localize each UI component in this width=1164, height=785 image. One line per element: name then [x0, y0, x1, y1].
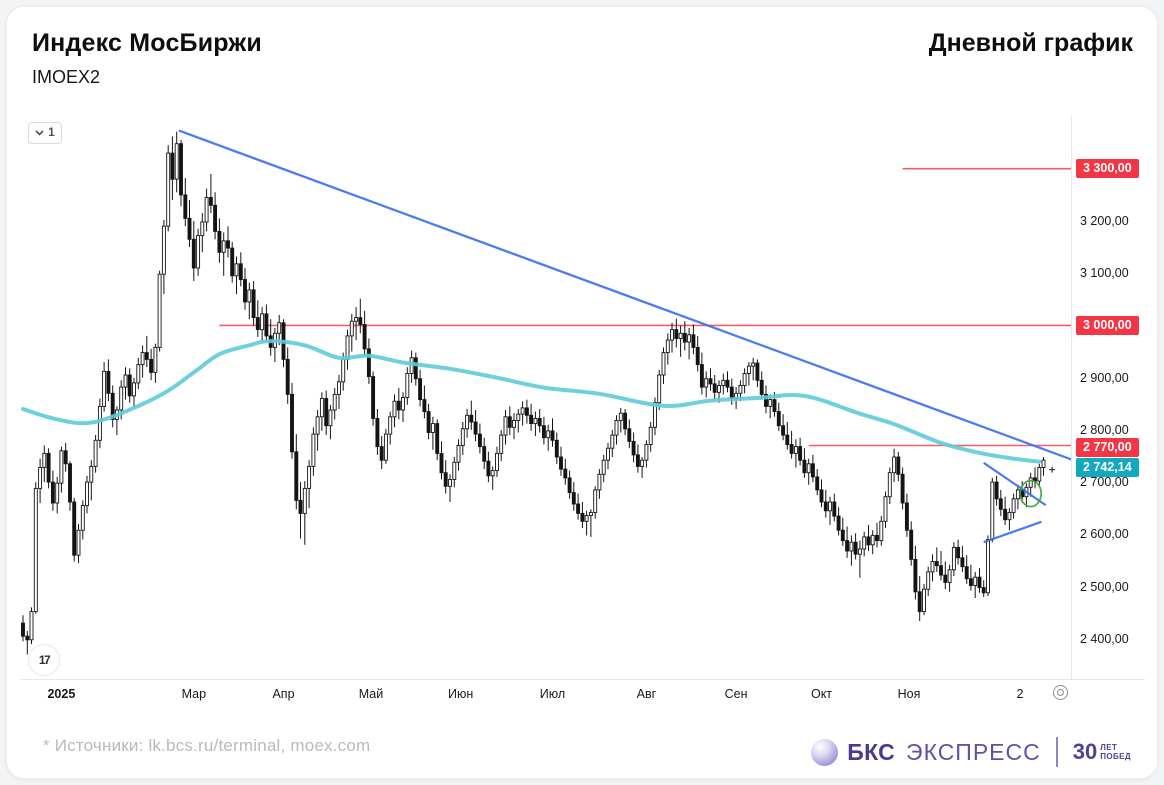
page-title: Индекс МосБиржи — [32, 29, 262, 57]
level-price-badge[interactable]: 3 300,00 — [1076, 159, 1139, 179]
breakout-highlight-circle[interactable] — [1019, 479, 1043, 508]
anniversary-line-2: ПОБЕД — [1100, 752, 1131, 761]
time-axis-label[interactable]: Сен — [724, 687, 748, 701]
price-axis-label: 3 100,00 — [1080, 266, 1129, 281]
time-axis-divider — [21, 679, 1145, 680]
brand-name-bold: БКС — [847, 738, 896, 765]
time-axis-label[interactable]: Июн — [448, 687, 474, 701]
level-price-badge[interactable]: 2 770,00 — [1076, 438, 1139, 457]
brand-logo: БКС ЭКСПРЕСС 30 ЛЕТ ПОБЕД — [811, 729, 1131, 775]
axis-settings-dot — [1057, 689, 1064, 696]
anniversary-line-1: ЛЕТ — [1100, 743, 1118, 752]
price-axis[interactable]: 3 300,00 3 200,00 3 100,00 3 000,00 2 900,00… — [1072, 116, 1159, 679]
chart-plot-area[interactable] — [21, 116, 1071, 679]
timeframe-label: Дневной график — [928, 29, 1133, 57]
time-axis-label[interactable]: Окт — [810, 687, 833, 701]
price-axis-label: 2 600,00 — [1080, 527, 1129, 542]
time-axis-label[interactable]: Ноя — [897, 687, 921, 701]
price-axis-label: 2 900,00 — [1080, 370, 1129, 385]
price-axis-label: 3 200,00 — [1080, 214, 1129, 228]
trendline[interactable] — [178, 129, 1071, 461]
candlestick-chart[interactable] — [21, 116, 1071, 679]
time-axis-label[interactable]: Мар — [181, 687, 207, 701]
moving-average-line[interactable] — [21, 339, 1042, 464]
brand-anniversary: 30 ЛЕТ ПОБЕД — [1073, 739, 1131, 765]
brand-divider — [1055, 737, 1058, 767]
time-axis-label[interactable]: 2 — [1016, 687, 1024, 701]
ticker-label: IMOEX2 — [32, 67, 101, 87]
time-axis-label[interactable]: Авг — [636, 687, 657, 701]
level-price-badge[interactable]: 3 000,00 — [1076, 315, 1139, 335]
chevron-down-icon — [35, 130, 44, 136]
last-price-badge[interactable]: 2 742,14 — [1076, 457, 1139, 477]
candles-layer[interactable] — [21, 131, 1046, 655]
price-axis-label: 2 500,00 — [1080, 579, 1129, 594]
price-axis-divider — [1071, 116, 1072, 679]
axis-settings-icon[interactable] — [1053, 685, 1068, 700]
time-axis[interactable]: 2025 Мар Апр Май Июн Июл Авг Сен Окт Ноя 2 — [21, 683, 1071, 709]
time-axis-label[interactable]: Май — [358, 687, 384, 701]
legend-interval-label: 1 — [48, 127, 55, 139]
chart-card: Индекс МосБиржи IMOEX2 Дневной график 1 … — [6, 6, 1158, 779]
legend-collapse-badge[interactable]: 1 — [28, 122, 62, 144]
bcs-sphere-icon — [811, 738, 839, 766]
last-bar-plus-marker — [1049, 466, 1056, 473]
time-axis-label[interactable]: 2025 — [47, 687, 76, 701]
wedge-lower-line[interactable] — [983, 520, 1042, 544]
price-axis-label: 2 800,00 — [1080, 422, 1129, 437]
anniversary-number: 30 — [1072, 739, 1098, 764]
price-axis-label: 2 700,00 — [1080, 475, 1129, 490]
source-note: * Источники: lk.bcs.ru/terminal, moex.co… — [43, 736, 371, 755]
time-axis-label[interactable]: Июл — [539, 687, 566, 701]
wedge-upper-line[interactable] — [983, 461, 1047, 507]
time-axis-label[interactable]: Апр — [272, 687, 295, 701]
tradingview-logo-icon[interactable]: 17 — [28, 644, 60, 676]
price-axis-label: 2 400,00 — [1080, 631, 1129, 646]
brand-name-light: ЭКСПРЕСС — [906, 738, 1041, 765]
